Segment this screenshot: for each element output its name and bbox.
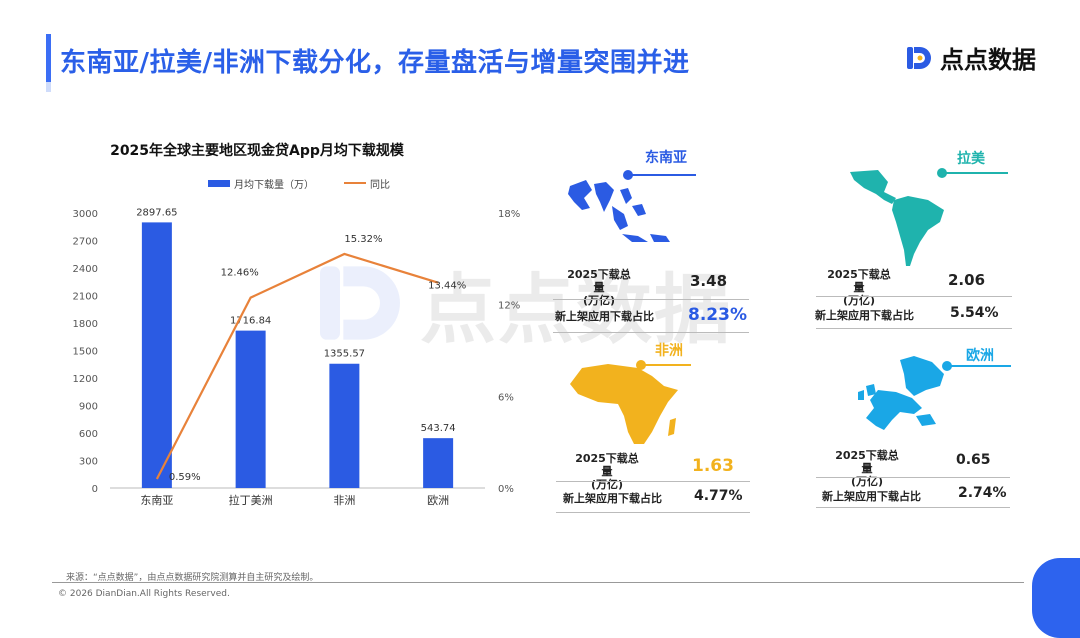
- line-data-label: 15.32%: [344, 234, 382, 245]
- line-data-label: 0.59%: [169, 472, 201, 483]
- right-axis-tick-label: 0%: [498, 484, 514, 495]
- bar-data-label: 1355.57: [324, 349, 365, 360]
- left-axis-tick-label: 2700: [73, 237, 98, 248]
- africa-map-icon: [570, 364, 678, 444]
- bar-data-label: 543.74: [421, 423, 456, 434]
- bar-data-label: 1716.84: [230, 316, 271, 327]
- bar-series: 2897.65 1716.84 1355.57 543.74: [136, 207, 456, 488]
- region-title-latam: 拉美: [957, 151, 985, 167]
- left-axis-tick-label: 600: [79, 429, 98, 440]
- region-line-latam: [942, 172, 1008, 174]
- x-axis-tick-label: 非洲: [333, 494, 355, 507]
- latam-share-label: 新上架应用下载占比: [815, 309, 914, 322]
- bar-data-label: 2897.65: [136, 207, 177, 218]
- footer-copyright: © 2026 DianDian.All Rights Reserved.: [58, 589, 230, 599]
- sea-share-label: 新上架应用下载占比: [555, 310, 654, 323]
- legend-bar-swatch: [208, 180, 230, 187]
- chart-title: 2025年全球主要地区现金贷App月均下载规模: [110, 142, 405, 159]
- title-accent-bar-light: [46, 82, 51, 92]
- brand-logo-icon: [907, 46, 931, 69]
- latam-map-icon: [850, 170, 944, 266]
- line-series: 0.59% 12.46% 15.32% 13.44%: [155, 234, 466, 483]
- left-axis-tick-label: 1200: [73, 374, 98, 385]
- corner-decoration: [1032, 558, 1080, 638]
- legend-bar-label: 月均下载量（万）: [234, 179, 314, 191]
- right-axis-ticks: 0% 6% 12% 18%: [498, 209, 520, 495]
- latam-row-divider-bottom: [816, 328, 1012, 329]
- right-axis-tick-label: 12%: [498, 301, 520, 312]
- left-axis-tick-label: 2400: [73, 264, 98, 275]
- brand-logo: 点点数据: [904, 40, 1036, 75]
- line-data-label: 12.46%: [221, 268, 259, 279]
- left-axis-tick-label: 1500: [73, 347, 98, 358]
- africa-total-value: 1.63: [692, 456, 734, 476]
- x-axis-tick-label: 拉丁美洲: [229, 493, 273, 507]
- europe-map-icon: [858, 356, 944, 430]
- left-axis-ticks: 0 300 600 900 1200 1500 1800 2100 2400 2700 3000: [73, 209, 98, 495]
- europe-row-divider: [816, 477, 1010, 478]
- africa-share-value: 4.77%: [694, 488, 743, 504]
- sea-total-label: 2025下载总量 (万亿): [567, 268, 631, 307]
- left-axis-tick-label: 3000: [73, 209, 98, 220]
- left-axis-tick-label: 300: [79, 457, 98, 468]
- region-line-africa: [641, 364, 691, 366]
- footer-source: 来源：“点点数据”，由点点数据研究院测算并自主研究及绘制。: [66, 573, 319, 583]
- x-axis-ticks: 东南亚 拉丁美洲 非洲 欧洲: [140, 493, 449, 507]
- region-title-africa: 非洲: [655, 343, 683, 359]
- africa-total-label: 2025下载总量 (万亿): [575, 452, 639, 491]
- brand-logo-text: 点点数据: [940, 46, 1036, 74]
- europe-share-label: 新上架应用下载占比: [822, 490, 921, 503]
- bar: [141, 222, 172, 488]
- footer-divider: [52, 582, 1024, 583]
- latam-total-value: 2.06: [948, 271, 986, 289]
- left-axis-tick-label: 900: [79, 402, 98, 413]
- region-title-europe: 欧洲: [966, 348, 994, 364]
- legend-line-label: 同比: [370, 179, 390, 191]
- region-title-sea: 东南亚: [645, 150, 687, 166]
- africa-share-label: 新上架应用下载占比: [563, 492, 662, 505]
- sea-total-value: 3.48: [690, 272, 728, 290]
- title-accent-bar: [46, 34, 51, 82]
- sea-share-value: 8.23%: [688, 305, 747, 325]
- latam-row-divider: [816, 296, 1012, 297]
- sea-map-icon: [568, 180, 670, 242]
- left-axis-tick-label: 0: [92, 484, 98, 495]
- latam-total-label: 2025下载总量 (万亿): [827, 268, 891, 307]
- line-data-label: 13.44%: [428, 281, 466, 292]
- bar: [423, 438, 454, 488]
- europe-total-label: 2025下载总量 (万亿): [835, 449, 899, 488]
- sea-row-divider: [553, 299, 749, 300]
- region-line-sea: [628, 174, 696, 176]
- bar: [329, 363, 360, 488]
- x-axis-tick-label: 东南亚: [140, 494, 173, 507]
- region-line-europe: [947, 365, 1011, 367]
- europe-share-value: 2.74%: [958, 485, 1007, 501]
- line-path: [155, 252, 439, 480]
- right-axis-tick-label: 6%: [498, 392, 514, 403]
- africa-row-divider-bottom: [556, 512, 750, 513]
- europe-row-divider-bottom: [816, 507, 1010, 508]
- right-axis-tick-label: 18%: [498, 209, 520, 220]
- latam-share-value: 5.54%: [950, 305, 999, 321]
- left-axis-tick-label: 1800: [73, 319, 98, 330]
- bar-line-chart: 2025年全球主要地区现金贷App月均下载规模 月均下载量（万） 同比 0 300…: [73, 142, 521, 507]
- page-title: 东南亚/拉美/非洲下载分化，存量盘活与增量突围并进: [60, 48, 690, 78]
- bar: [235, 330, 266, 488]
- x-axis-tick-label: 欧洲: [427, 494, 449, 507]
- sea-row-divider-bottom: [553, 332, 749, 333]
- europe-total-value: 0.65: [956, 452, 991, 468]
- left-axis-tick-label: 2100: [73, 292, 98, 303]
- africa-row-divider: [556, 481, 750, 482]
